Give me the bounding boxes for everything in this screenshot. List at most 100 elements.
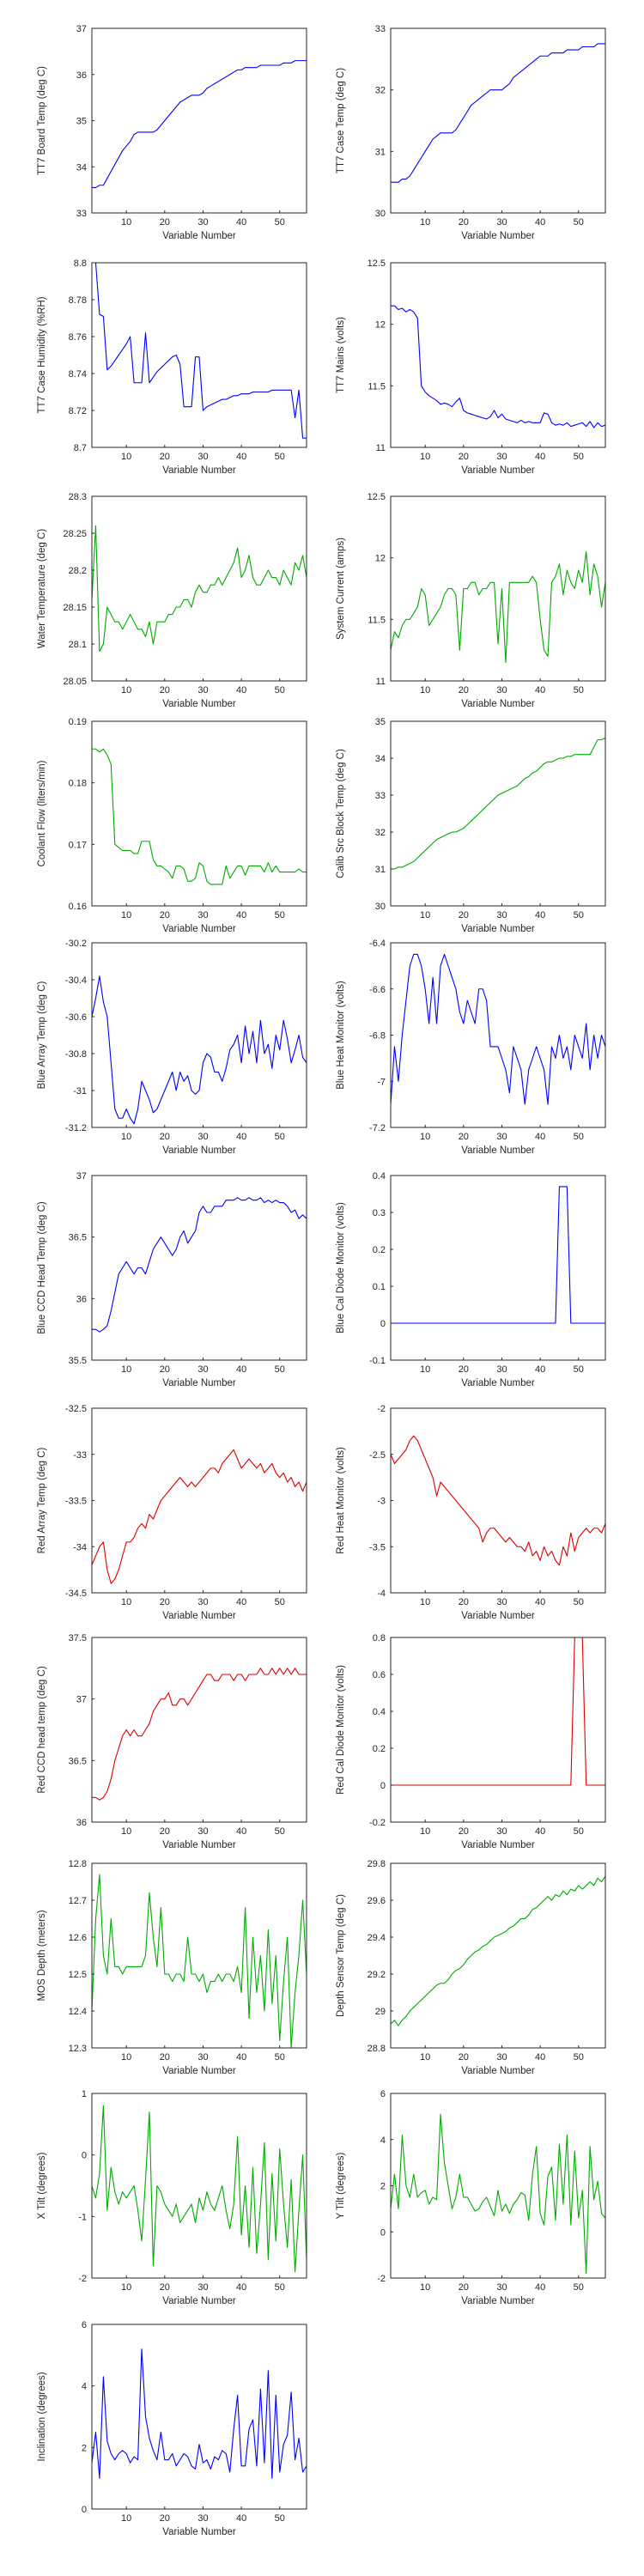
- y-tick-label: -34: [73, 1542, 87, 1552]
- chart-4: 10 20 30 40 50 11 11.5 12 12.5 Variable Number TT7…: [336, 258, 606, 476]
- x-tick-label: 50: [574, 1597, 584, 1607]
- chart-2: 10 20 30 40 50 30 31 32 33 Variable Number TT7 Cas…: [336, 24, 606, 241]
- y-tick-label: -0.2: [369, 1818, 386, 1828]
- y-tick-label: -7.2: [369, 1123, 386, 1133]
- axes-frame: [390, 1637, 606, 1823]
- x-tick-label: 30: [197, 2513, 208, 2524]
- y-axis-label: Depth Sensor Temp (deg C): [336, 1894, 346, 2017]
- x-tick-label: 30: [496, 685, 507, 696]
- x-tick-label: 50: [574, 2052, 584, 2063]
- chart-19: 10 20 30 40 50 -2 -1 0 1 Variable Number X Tilt (d…: [37, 2089, 307, 2306]
- y-tick-label: 0: [380, 2227, 386, 2238]
- y-tick-label: -30.4: [65, 975, 87, 986]
- x-tick-label: 40: [236, 2282, 246, 2293]
- y-tick-label: -34.5: [65, 1589, 87, 1599]
- x-tick-label: 20: [160, 685, 170, 696]
- y-tick-label: 8.7: [74, 443, 87, 453]
- y-tick-label: 11: [376, 443, 386, 453]
- chart-6: 10 20 30 40 50 11 11.5 12 12.5 Variable Number Sys…: [336, 492, 606, 709]
- x-tick-label: 10: [420, 2282, 430, 2293]
- y-tick-label: -30.6: [65, 1012, 87, 1023]
- chart-20: 10 20 30 40 50 -2 0 2 4 6 Variable Number Y Tilt (d…: [336, 2089, 606, 2306]
- x-tick-label: 40: [535, 1826, 545, 1837]
- x-tick-label: 20: [160, 1597, 170, 1607]
- axes-frame: [91, 27, 307, 214]
- y-tick-label: 28.1: [69, 640, 87, 650]
- series-line: [92, 748, 307, 885]
- chart-3: 10 20 30 40 50 8.7 8.72 8.74 8.76 8.78 8.8 Variable…: [37, 258, 307, 476]
- series-line: [391, 737, 606, 870]
- x-tick-label: 40: [535, 2282, 545, 2293]
- x-axis-label: Variable Number: [461, 2066, 535, 2076]
- x-tick-label: 20: [459, 1597, 469, 1607]
- x-tick-label: 10: [420, 1364, 430, 1375]
- y-axis-label: Blue Heat Monitor (volts): [336, 981, 346, 1090]
- y-axis-label: Red CCD head temp (deg C): [37, 1666, 47, 1793]
- x-tick-label: 40: [236, 910, 246, 920]
- y-tick-label: -2: [78, 2274, 87, 2284]
- y-tick-label: 32: [375, 86, 386, 96]
- y-tick-label: 0: [380, 1781, 386, 1791]
- x-tick-label: 20: [160, 217, 170, 228]
- x-tick-label: 30: [197, 910, 208, 920]
- x-tick-label: 10: [121, 910, 131, 920]
- chart-17: 10 20 30 40 50 12.3 12.4 12.5 12.6 12.7 12.8 Variab…: [37, 1859, 307, 2076]
- x-axis-label: Variable Number: [162, 924, 236, 934]
- series-line: [390, 550, 606, 664]
- y-tick-label: 8.78: [69, 295, 87, 306]
- y-tick-label: -33: [73, 1450, 87, 1461]
- y-tick-label: 35: [76, 117, 87, 127]
- x-tick-label: 20: [160, 1364, 170, 1375]
- x-tick-label: 10: [121, 217, 131, 228]
- y-tick-label: 0.1: [373, 1282, 386, 1292]
- x-tick-label: 40: [236, 2513, 246, 2524]
- y-tick-label: 11.5: [368, 615, 386, 625]
- x-tick-label: 20: [459, 1364, 469, 1375]
- series-line: [91, 1449, 307, 1584]
- axes-frame: [390, 942, 606, 1128]
- x-tick-label: 30: [197, 452, 208, 462]
- axes-frame: [91, 2093, 307, 2279]
- y-tick-label: 8.76: [69, 332, 87, 343]
- y-tick-label: 0.6: [373, 1670, 386, 1680]
- x-tick-label: 10: [420, 1826, 430, 1837]
- x-tick-label: 10: [121, 1826, 131, 1837]
- y-tick-label: -32.5: [65, 1404, 87, 1414]
- y-tick-label: 0.17: [69, 840, 87, 850]
- y-tick-label: 35.5: [69, 1356, 87, 1366]
- y-axis-label: Blue Array Temp (deg C): [37, 981, 47, 1089]
- x-tick-label: 50: [275, 910, 285, 920]
- y-tick-label: 29.8: [368, 1859, 386, 1869]
- series-line: [391, 305, 606, 428]
- y-axis-label: Blue Cal Diode Monitor (volts): [336, 1202, 346, 1334]
- x-axis-label: Variable Number: [461, 1611, 535, 1621]
- x-tick-label: 30: [496, 1132, 507, 1142]
- y-tick-label: 4: [82, 2382, 87, 2392]
- y-tick-label: 0: [82, 2505, 87, 2515]
- y-tick-label: 36: [76, 1294, 87, 1304]
- y-tick-label: 36: [76, 70, 87, 81]
- y-tick-label: 8.74: [69, 369, 87, 380]
- y-tick-label: 6: [380, 2089, 386, 2099]
- y-tick-label: 31: [375, 865, 386, 875]
- y-tick-label: 0: [82, 2151, 87, 2161]
- x-tick-label: 10: [420, 685, 430, 696]
- y-tick-label: 1: [82, 2089, 87, 2099]
- x-tick-label: 40: [535, 910, 545, 920]
- x-tick-label: 30: [197, 1826, 208, 1837]
- y-tick-label: -33.5: [65, 1497, 87, 1507]
- y-tick-label: 2: [380, 2182, 386, 2192]
- y-tick-label: 36: [76, 1818, 87, 1828]
- x-axis-label: Variable Number: [461, 1840, 535, 1850]
- x-axis-label: Variable Number: [461, 1145, 535, 1156]
- x-tick-label: 50: [574, 1132, 584, 1142]
- x-tick-label: 50: [275, 217, 285, 228]
- x-tick-label: 30: [496, 452, 507, 462]
- y-tick-label: 29.4: [368, 1933, 386, 1943]
- y-tick-label: 8.72: [69, 406, 87, 416]
- x-tick-label: 40: [236, 1132, 246, 1142]
- y-tick-label: 12.3: [69, 2044, 87, 2054]
- x-tick-label: 20: [459, 2052, 469, 2063]
- chart-12: 10 20 30 40 50 -0.1 0 0.1 0.2 0.3 0.4 Variable Numb…: [336, 1171, 606, 1388]
- x-tick-label: 10: [420, 910, 430, 920]
